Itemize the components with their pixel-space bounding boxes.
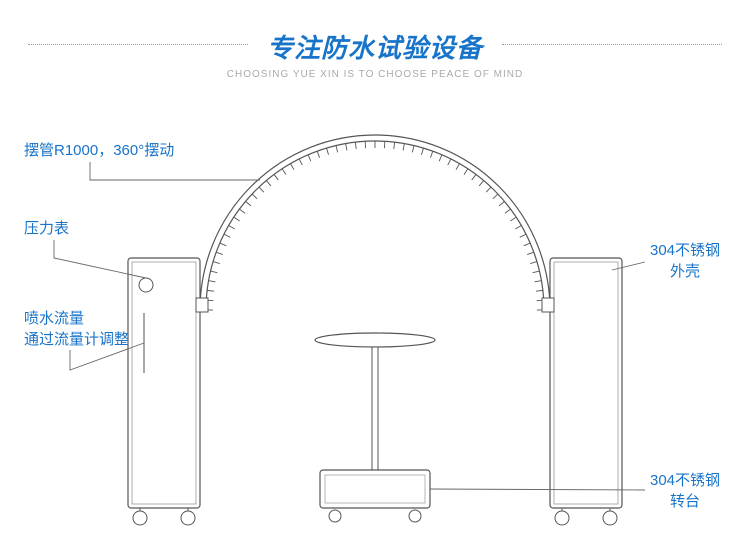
equipment-diagram: 摆管R1000，360°摆动 压力表 喷水流量 通过流量计调整 304不锈钢 外… — [0, 90, 750, 529]
label-text: 摆管R1000，360°摆动 — [24, 142, 174, 159]
label-text: 304不锈钢 — [650, 472, 720, 489]
label-swing-tube: 摆管R1000，360°摆动 — [24, 140, 174, 161]
label-pressure-gauge: 压力表 — [24, 218, 69, 239]
label-turntable: 304不锈钢 转台 — [650, 470, 720, 512]
label-text: 304不锈钢 — [650, 242, 720, 259]
label-text: 转台 — [670, 493, 700, 510]
label-text: 压力表 — [24, 220, 69, 237]
label-text: 喷水流量 — [24, 310, 84, 327]
label-spray-flow: 喷水流量 通过流量计调整 — [24, 308, 129, 350]
page-title: 专注防水试验设备 — [0, 28, 750, 65]
label-text: 通过流量计调整 — [24, 331, 129, 348]
label-text: 外壳 — [670, 263, 700, 280]
header: 专注防水试验设备 CHOOSING YUE XIN IS TO CHOOSE P… — [0, 0, 750, 80]
page-subtitle: CHOOSING YUE XIN IS TO CHOOSE PEACE OF M… — [0, 69, 750, 80]
label-shell: 304不锈钢 外壳 — [650, 240, 720, 282]
